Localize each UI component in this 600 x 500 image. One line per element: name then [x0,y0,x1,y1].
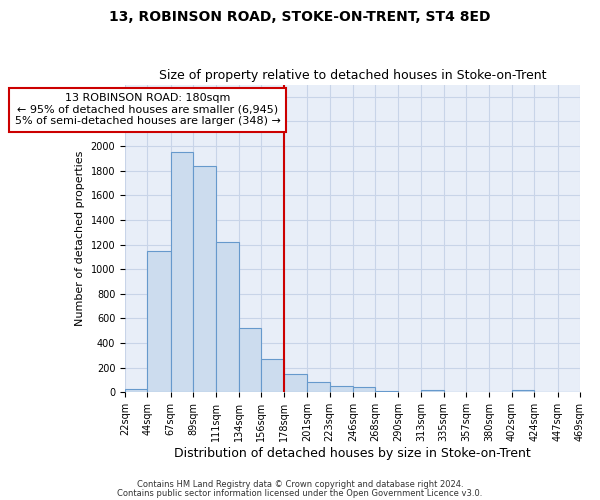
Bar [171,152,193,392]
Bar [193,166,215,392]
Bar [421,390,443,392]
Text: 13 ROBINSON ROAD: 180sqm
← 95% of detached houses are smaller (6,945)
5% of semi: 13 ROBINSON ROAD: 180sqm ← 95% of detach… [14,93,280,126]
Bar [148,251,171,392]
Bar [329,386,353,392]
Bar [239,328,262,392]
Bar [125,388,148,392]
Bar [376,391,398,392]
Bar [307,382,329,392]
Text: 13, ROBINSON ROAD, STOKE-ON-TRENT, ST4 8ED: 13, ROBINSON ROAD, STOKE-ON-TRENT, ST4 8… [109,10,491,24]
Y-axis label: Number of detached properties: Number of detached properties [75,151,85,326]
Bar [512,390,534,392]
Text: Contains HM Land Registry data © Crown copyright and database right 2024.: Contains HM Land Registry data © Crown c… [137,480,463,489]
Text: Contains public sector information licensed under the Open Government Licence v3: Contains public sector information licen… [118,488,482,498]
Bar [215,242,239,392]
Bar [262,359,284,392]
Bar [353,388,376,392]
X-axis label: Distribution of detached houses by size in Stoke-on-Trent: Distribution of detached houses by size … [174,447,531,460]
Bar [284,374,307,392]
Title: Size of property relative to detached houses in Stoke-on-Trent: Size of property relative to detached ho… [159,69,546,82]
